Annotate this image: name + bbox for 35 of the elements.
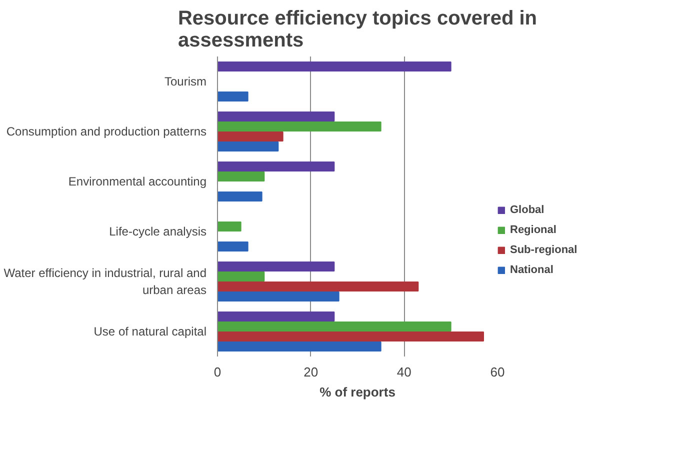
bar bbox=[218, 342, 382, 352]
bar bbox=[218, 172, 265, 182]
legend-label: Regional bbox=[510, 224, 556, 236]
bar bbox=[218, 332, 484, 342]
legend-label: National bbox=[510, 264, 554, 276]
bar bbox=[218, 282, 419, 292]
x-tick-label: 0 bbox=[214, 364, 222, 380]
bar bbox=[218, 272, 265, 282]
legend-label: Sub-regional bbox=[510, 244, 578, 256]
bar bbox=[218, 262, 335, 272]
bar bbox=[218, 312, 335, 322]
x-axis-title: % of reports bbox=[320, 384, 396, 400]
bar bbox=[218, 132, 284, 142]
x-tick-label: 60 bbox=[490, 364, 505, 380]
bar bbox=[218, 92, 248, 102]
y-tick-label: Life-cycle analysis bbox=[109, 224, 207, 238]
bar bbox=[218, 162, 335, 172]
bar bbox=[218, 292, 340, 302]
x-tick-label: 40 bbox=[396, 364, 412, 380]
y-tick-label: Tourism bbox=[164, 74, 207, 88]
y-tick-label: Consumption and production patterns bbox=[6, 124, 207, 138]
y-tick-label: Environmental accounting bbox=[68, 174, 207, 188]
x-tick-label: 20 bbox=[304, 364, 318, 380]
y-tick-label: Use of natural capital bbox=[94, 324, 207, 338]
bar bbox=[218, 112, 335, 122]
y-tick-label: Water efficiency in industrial, rural and urban areas bbox=[4, 266, 207, 297]
bar bbox=[218, 122, 382, 132]
bar bbox=[218, 242, 248, 252]
bar bbox=[218, 222, 242, 232]
bar bbox=[218, 322, 452, 332]
chart-title: Resource efficiency topics covered in assessments bbox=[178, 8, 538, 52]
bar bbox=[218, 62, 452, 72]
legend-label: Global bbox=[510, 204, 544, 216]
bar bbox=[218, 142, 279, 152]
bar bbox=[218, 192, 262, 202]
